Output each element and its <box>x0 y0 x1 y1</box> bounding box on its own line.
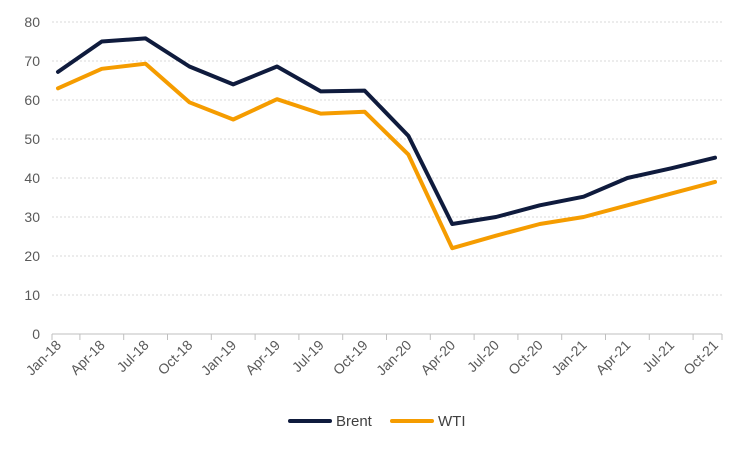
x-tick-label: Oct-20 <box>505 337 546 378</box>
y-tick-label: 20 <box>24 248 40 264</box>
y-tick-label: 0 <box>32 326 40 342</box>
x-tick-label: Apr-19 <box>242 337 283 378</box>
y-tick-label: 10 <box>24 287 40 303</box>
legend-label-wti: WTI <box>438 413 466 430</box>
y-tick-label: 40 <box>24 170 40 186</box>
y-axis-tick-labels: 0 10 20 30 40 50 60 70 80 <box>24 14 40 342</box>
x-tick-label: Jan-18 <box>23 337 65 379</box>
x-tick-label: Oct-21 <box>680 337 721 378</box>
x-tick-label: Oct-19 <box>330 337 371 378</box>
x-tick-label: Jul-19 <box>289 337 327 375</box>
y-tick-label: 30 <box>24 209 40 225</box>
x-tick-label: Jul-18 <box>113 337 151 375</box>
gridlines <box>52 21 722 296</box>
x-tick-label: Apr-20 <box>417 337 458 378</box>
x-tick-label: Apr-21 <box>592 337 633 378</box>
x-axis <box>51 333 723 340</box>
y-tick-label: 60 <box>24 92 40 108</box>
x-tick-label: Jan-20 <box>373 337 415 379</box>
x-tick-label: Jan-21 <box>548 337 590 379</box>
series-lines <box>56 36 717 251</box>
x-tick-label: Oct-18 <box>154 337 195 378</box>
x-tick-label: Jul-20 <box>464 337 502 375</box>
series-line-brent <box>56 36 717 226</box>
legend: Brent WTI <box>288 413 466 430</box>
x-axis-tick-labels: Jan-18 Apr-18 Jul-18 Oct-18 Jan-19 Apr-19 Jul-… <box>23 337 722 379</box>
x-tick-label: Jul-21 <box>639 337 677 375</box>
x-tick-label: Jan-19 <box>198 337 240 379</box>
y-tick-label: 80 <box>24 14 40 30</box>
series-line-wti <box>56 61 717 251</box>
y-tick-label: 50 <box>24 131 40 147</box>
x-tick-label: Apr-18 <box>67 337 108 378</box>
y-tick-label: 70 <box>24 53 40 69</box>
legend-label-brent: Brent <box>336 413 373 430</box>
